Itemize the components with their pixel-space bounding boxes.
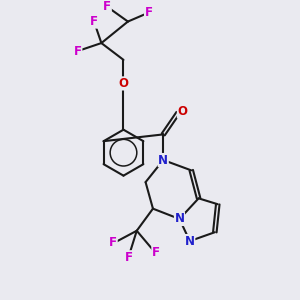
Text: N: N bbox=[158, 154, 168, 166]
Text: F: F bbox=[90, 15, 98, 28]
Text: F: F bbox=[125, 251, 134, 264]
Text: O: O bbox=[177, 105, 188, 118]
Text: N: N bbox=[175, 212, 184, 226]
Text: O: O bbox=[118, 77, 128, 90]
Text: F: F bbox=[103, 0, 111, 13]
Text: N: N bbox=[185, 235, 195, 248]
Text: F: F bbox=[74, 44, 82, 58]
Text: F: F bbox=[109, 236, 117, 249]
Text: F: F bbox=[152, 246, 160, 260]
Text: F: F bbox=[145, 6, 152, 19]
